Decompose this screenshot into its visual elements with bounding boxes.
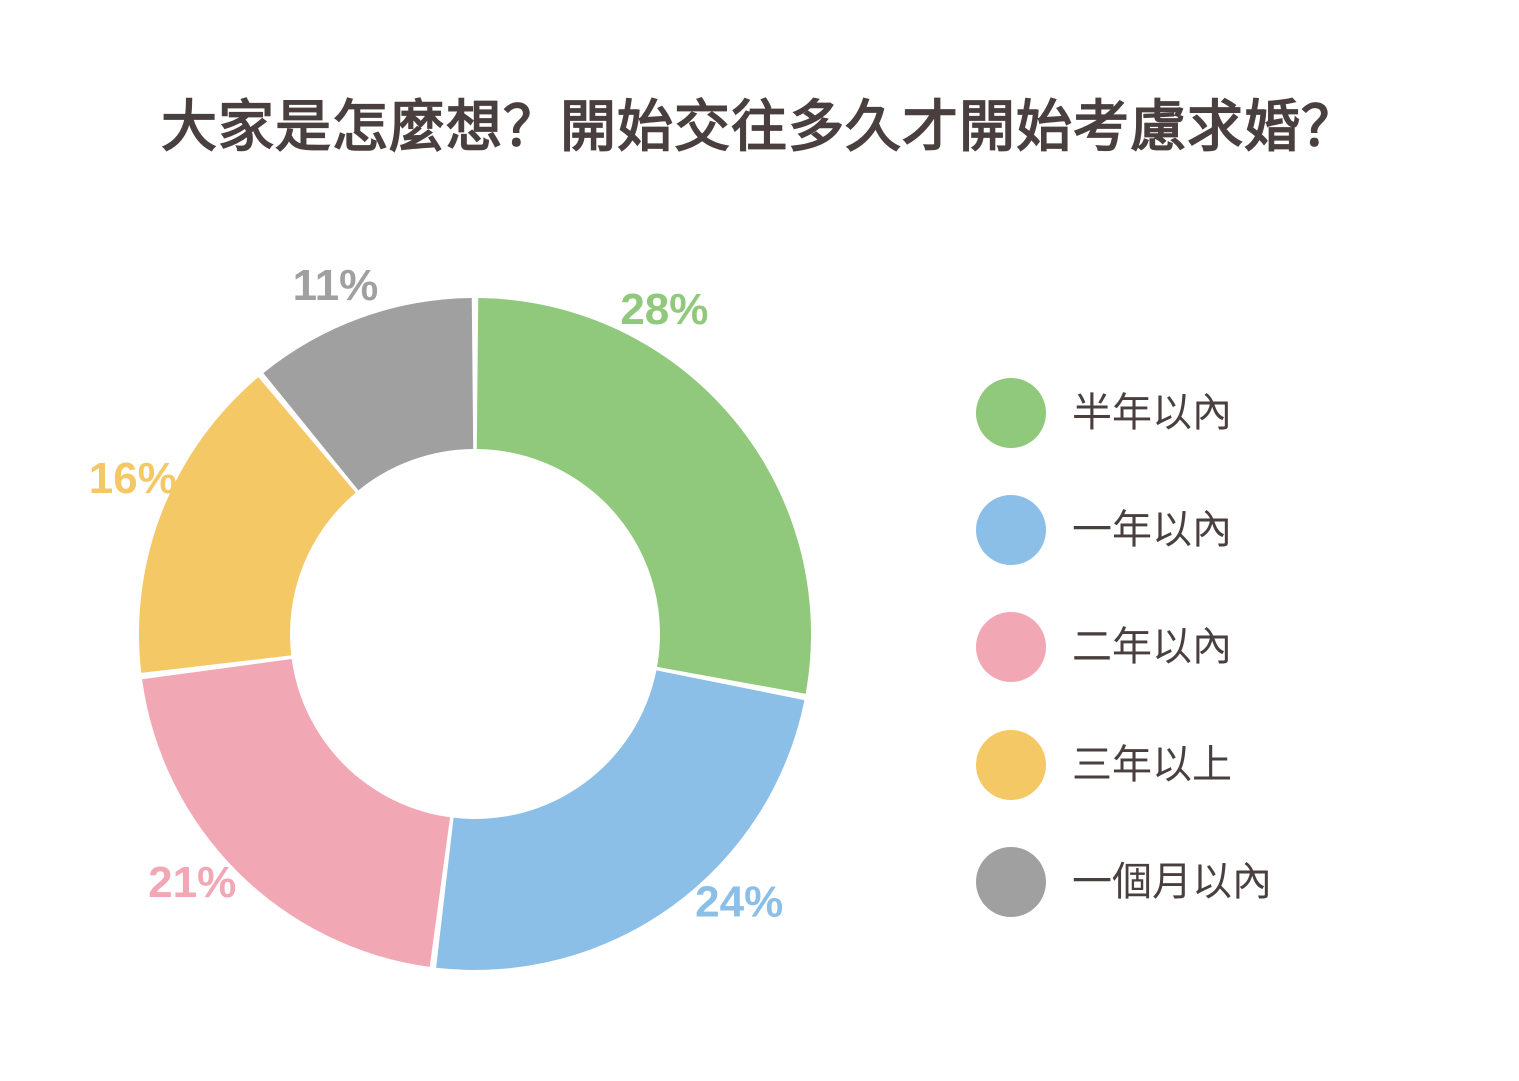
donut-slice bbox=[139, 377, 356, 673]
legend-swatch bbox=[976, 730, 1046, 800]
legend-label: 一年以內 bbox=[1072, 507, 1232, 553]
legend-item: 一個月以內 bbox=[976, 847, 1396, 917]
legend-swatch bbox=[976, 378, 1046, 448]
labels-layer: 28% 24% 21% 16% 11% bbox=[89, 261, 783, 927]
donut-slice bbox=[263, 298, 474, 491]
donut-slice bbox=[476, 298, 812, 694]
percent-label: 24% bbox=[695, 878, 783, 927]
legend-label: 二年以內 bbox=[1072, 624, 1232, 670]
percent-label: 28% bbox=[620, 285, 708, 334]
legend-label: 三年以上 bbox=[1072, 742, 1232, 788]
percent-label: 16% bbox=[89, 454, 177, 503]
legend-item: 二年以內 bbox=[976, 612, 1396, 682]
legend-swatch bbox=[976, 612, 1046, 682]
legend-item: 三年以上 bbox=[976, 730, 1396, 800]
donut-slice bbox=[142, 658, 451, 967]
chart-title: 大家是怎麼想？開始交往多久才開始考慮求婚？ bbox=[161, 94, 1358, 160]
percent-label: 11% bbox=[293, 261, 379, 310]
legend-swatch bbox=[976, 495, 1046, 565]
legend-label: 一個月以內 bbox=[1072, 859, 1272, 905]
donut-slice bbox=[436, 670, 805, 970]
percent-label: 21% bbox=[148, 858, 236, 907]
legend-item: 一年以內 bbox=[976, 495, 1396, 565]
slices-layer bbox=[139, 298, 812, 970]
legend-item: 半年以內 bbox=[976, 378, 1396, 448]
legend-swatch bbox=[976, 847, 1046, 917]
legend-label: 半年以內 bbox=[1072, 390, 1232, 436]
